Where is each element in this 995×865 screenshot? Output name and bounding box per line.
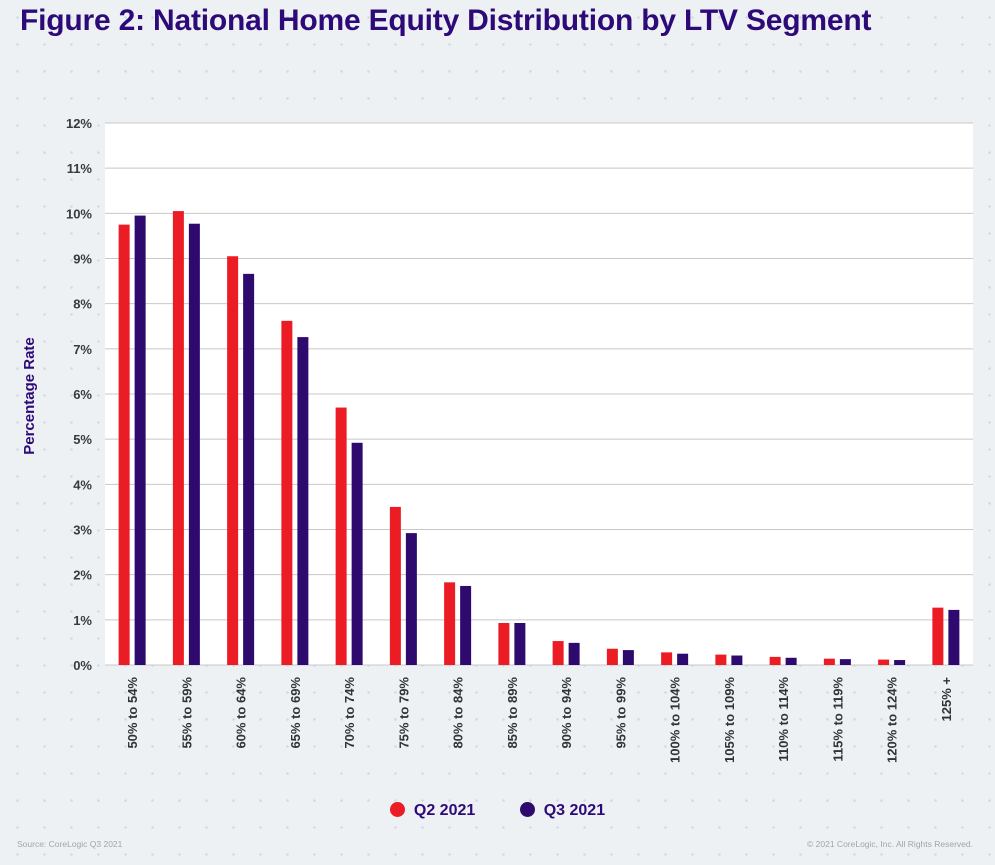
bar-q2: [498, 622, 510, 665]
x-tick-label: 90% to 94%: [559, 677, 574, 749]
y-tick-label: 12%: [66, 116, 92, 131]
bar-q3: [894, 660, 906, 665]
y-tick-label: 7%: [73, 342, 92, 357]
bar-q2: [715, 654, 727, 665]
y-tick-label: 1%: [73, 613, 92, 628]
bar-q2: [823, 658, 835, 665]
copyright-note: © 2021 CoreLogic, Inc. All Rights Reserv…: [807, 839, 973, 849]
bar-q2: [172, 211, 184, 665]
bar-q2: [552, 641, 564, 665]
bar-q2: [606, 648, 618, 665]
bar-q3: [351, 442, 363, 665]
bar-q3: [405, 533, 417, 665]
x-tick-label: 60% to 64%: [234, 677, 249, 749]
y-tick-label: 11%: [67, 161, 93, 176]
source-note: Source: CoreLogic Q3 2021: [17, 839, 123, 849]
x-axis-ticks: 50% to 54% 55% to 59% 60% to 64% 65% to 69%…: [125, 677, 954, 763]
bar-q3: [677, 653, 689, 665]
bar-q3: [731, 655, 743, 665]
x-tick-label: 95% to 99%: [613, 677, 628, 749]
y-tick-label: 3%: [73, 523, 92, 538]
bar-q3: [785, 657, 797, 665]
x-tick-label: 110% to 114%: [776, 677, 791, 762]
bar-q2: [335, 407, 347, 665]
bar-q2: [769, 656, 781, 665]
x-tick-label: 75% to 79%: [396, 677, 411, 749]
x-tick-label: 85% to 89%: [505, 677, 520, 749]
legend-label-q3: Q3 2021: [543, 802, 606, 819]
bar-chart: 0% 1% 2% 3% 4% 5% 6% 7% 8% 9% 10% 11% 12% 50% to 54%…: [21, 116, 973, 763]
y-tick-label: 9%: [73, 252, 92, 267]
legend: Q2 2021 Q3 2021: [0, 802, 995, 820]
bar-q2: [932, 607, 944, 665]
legend-swatch-q3: [519, 802, 535, 817]
bar-q3: [568, 642, 580, 665]
bar-q2: [444, 582, 456, 665]
bar-q3: [514, 622, 526, 665]
y-tick-label: 8%: [73, 297, 92, 312]
bar-q3: [188, 223, 200, 665]
bar-q2: [661, 652, 673, 665]
bar-q3: [948, 609, 960, 665]
bar-q3: [243, 273, 255, 665]
y-tick-label: 10%: [66, 206, 92, 221]
bar-q3: [297, 337, 309, 665]
legend-item-q3: Q3 2021: [519, 802, 606, 820]
y-tick-label: 4%: [73, 477, 92, 492]
y-axis-label: Percentage Rate: [21, 337, 38, 455]
legend-swatch-q2: [389, 802, 405, 817]
y-tick-label: 6%: [73, 387, 92, 402]
bar-q2: [281, 320, 293, 665]
legend-item-q2: Q2 2021: [389, 802, 476, 820]
x-tick-label: 125% +: [939, 677, 954, 722]
bar-q2: [389, 506, 401, 665]
bar-q2: [118, 224, 130, 665]
y-tick-label: 5%: [73, 432, 92, 447]
bar-q3: [839, 659, 851, 665]
y-axis-ticks: 0% 1% 2% 3% 4% 5% 6% 7% 8% 9% 10% 11% 12%: [66, 116, 92, 673]
chart-title: Figure 2: National Home Equity Distribut…: [20, 4, 872, 37]
bar-q3: [622, 650, 634, 665]
x-tick-label: 100% to 104%: [668, 677, 683, 763]
bar-q3: [460, 585, 472, 665]
y-tick-label: 0%: [73, 658, 92, 673]
legend-label-q2: Q2 2021: [413, 802, 476, 819]
y-tick-label: 2%: [73, 568, 92, 583]
x-tick-label: 115% to 119%: [830, 677, 845, 762]
bar-q3: [134, 215, 146, 665]
x-tick-label: 70% to 74%: [342, 677, 357, 749]
x-tick-label: 55% to 59%: [179, 677, 194, 749]
bar-q2: [878, 659, 890, 665]
bars: [118, 211, 960, 665]
bar-q2: [227, 256, 239, 665]
x-tick-label: 50% to 54%: [125, 677, 140, 749]
x-tick-label: 65% to 69%: [288, 677, 303, 749]
x-tick-label: 120% to 124%: [885, 677, 900, 763]
x-tick-label: 105% to 109%: [722, 677, 737, 763]
x-tick-label: 80% to 84%: [451, 677, 466, 749]
